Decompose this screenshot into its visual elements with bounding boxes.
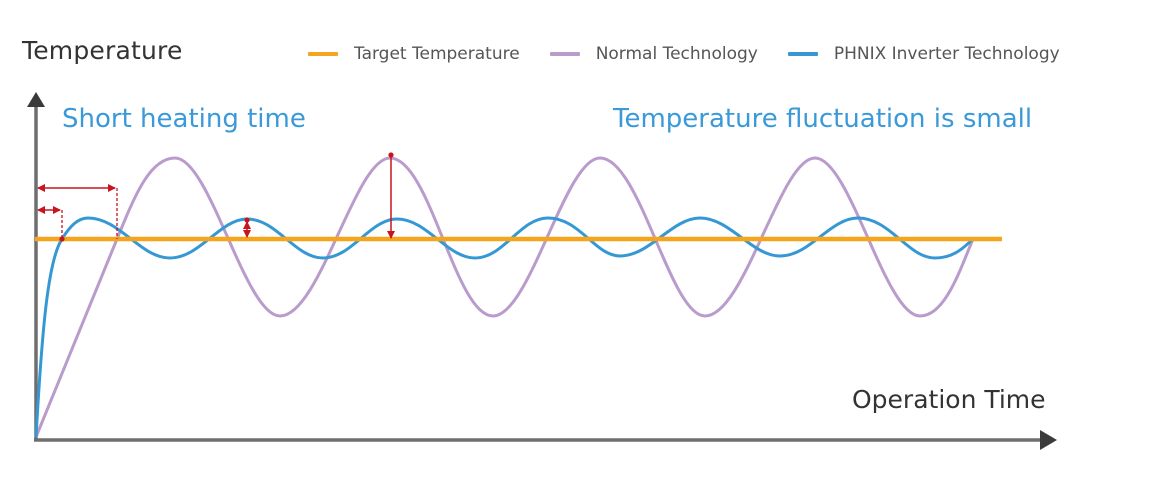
legend-swatch-target [308, 52, 338, 56]
annotation-small-fluctuation: Temperature fluctuation is small [613, 104, 1033, 134]
legend-item-target: Target Temperature [308, 44, 520, 64]
legend-label-target: Target Temperature [354, 44, 520, 64]
legend: Target Temperature Normal Technology PHN… [308, 44, 1090, 64]
inverter-peak-dot [244, 217, 250, 223]
series-phnix-inverter [34, 216, 974, 438]
legend-label-normal: Normal Technology [595, 44, 758, 64]
fluctuation-markers [243, 152, 395, 239]
inverter-reach-target-dot [59, 236, 65, 242]
legend-item-normal: Normal Technology [549, 44, 758, 64]
legend-item-inverter: PHNIX Inverter Technology [787, 44, 1060, 64]
legend-label-inverter: PHNIX Inverter Technology [833, 44, 1060, 64]
axes [27, 92, 1057, 450]
heating-time-markers [37, 184, 118, 242]
x-axis-label: Operation Time [852, 385, 1046, 414]
x-axis-arrow-icon [1040, 430, 1057, 450]
series-normal-technology [34, 156, 975, 438]
legend-swatch-inverter [787, 52, 818, 56]
y-axis-arrow-icon [27, 92, 45, 107]
annotation-short-heating: Short heating time [62, 104, 306, 134]
y-axis-label: Temperature [22, 36, 183, 65]
legend-swatch-normal [549, 52, 580, 56]
normal-peak-dot [388, 152, 394, 158]
